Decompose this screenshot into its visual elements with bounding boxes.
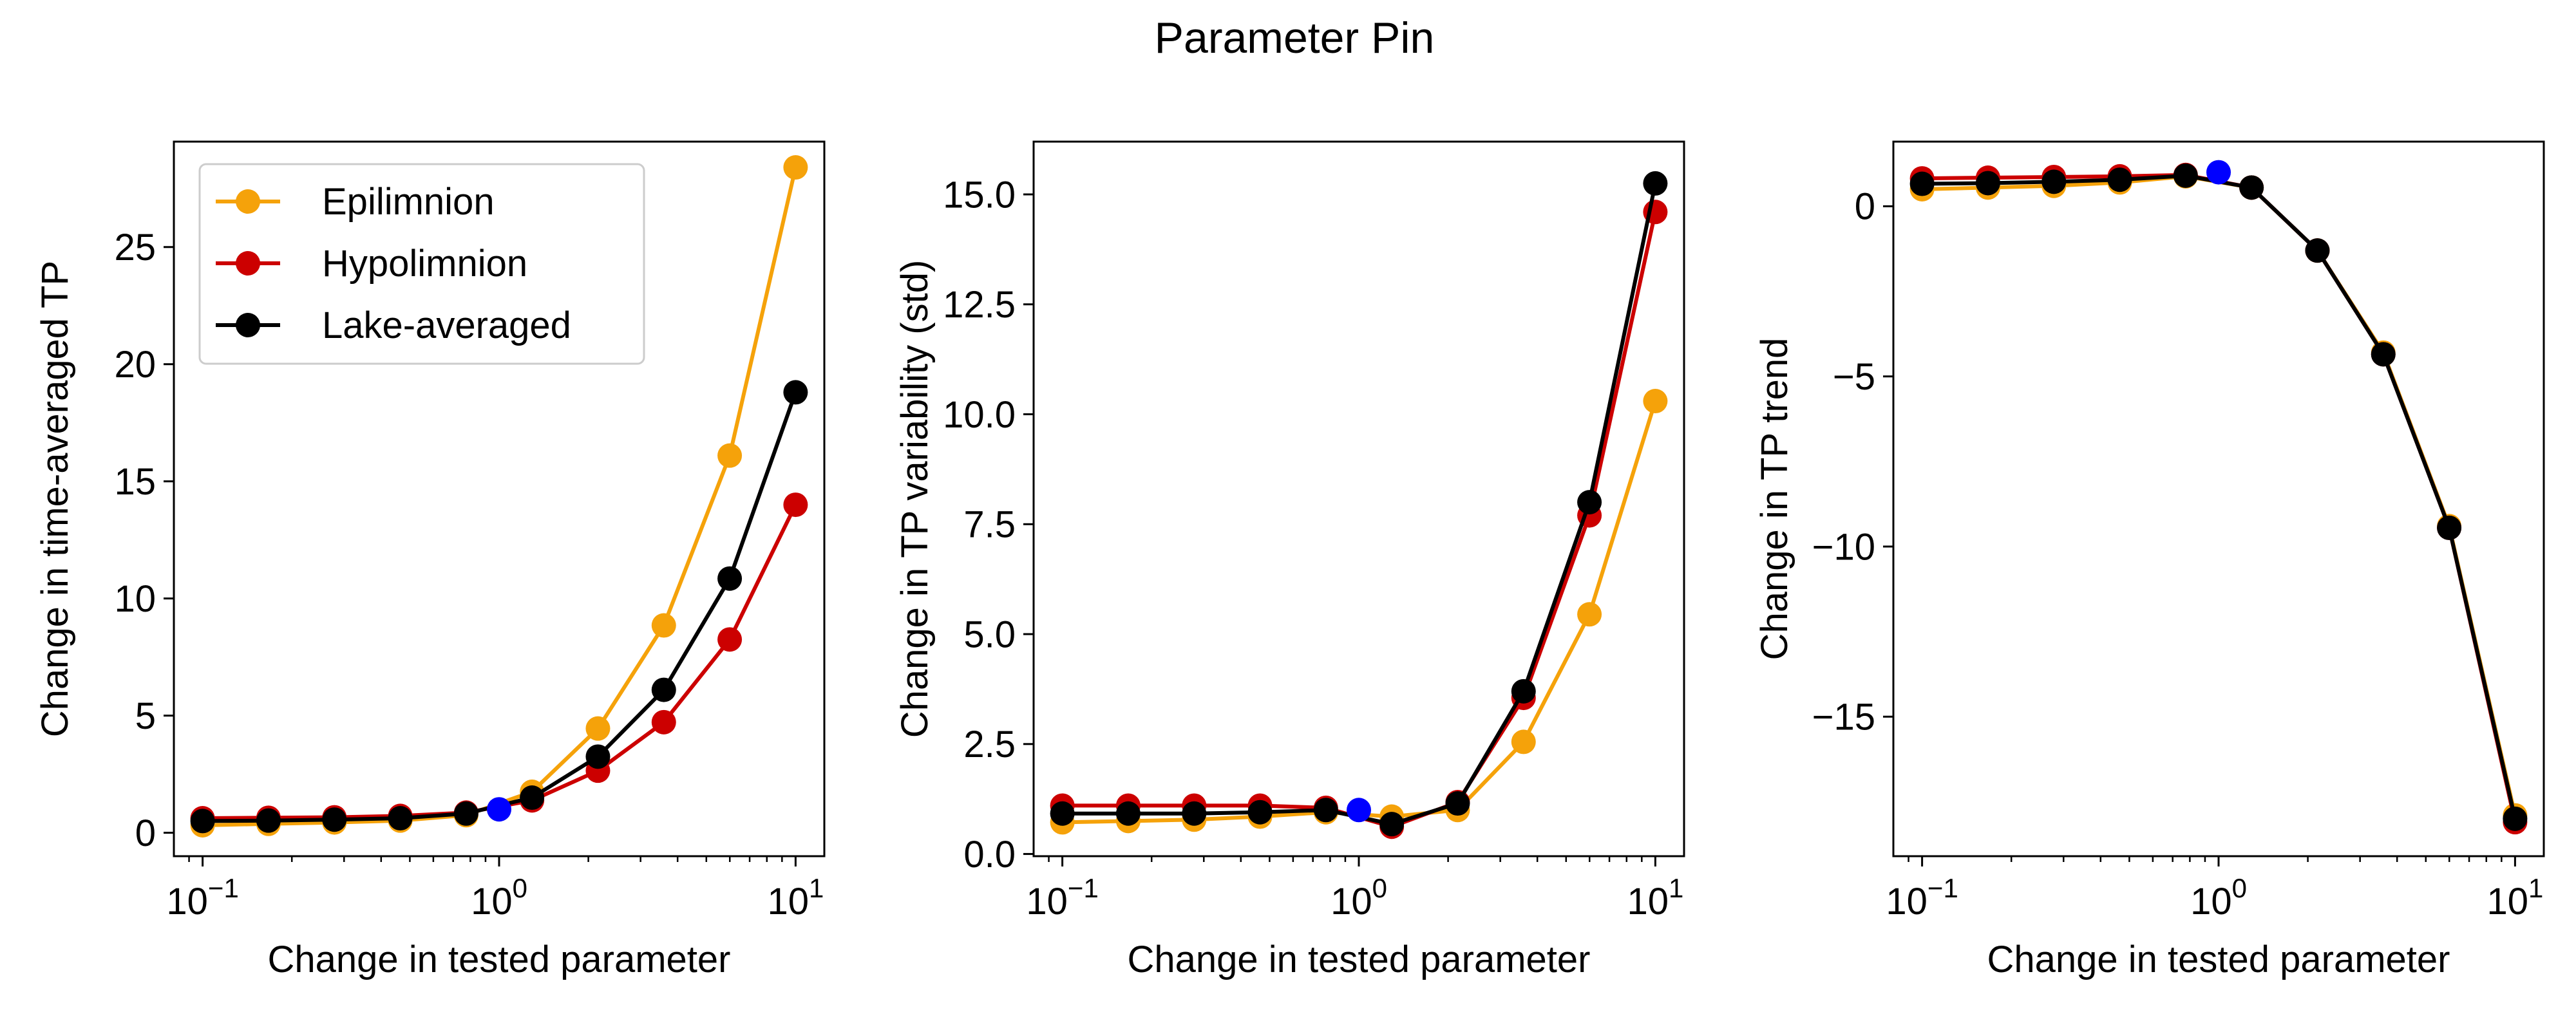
x-tick-label: 101 [1627, 873, 1683, 922]
y-tick-label: 12.5 [943, 284, 1016, 326]
y-tick-label: 10.0 [943, 394, 1016, 436]
data-point-lake-averaged [1577, 490, 1602, 515]
y-tick-label: 2.5 [963, 724, 1016, 765]
data-point-lake-averaged [388, 806, 413, 831]
legend-marker [236, 313, 260, 337]
x-tick-label: 10−1 [1026, 873, 1098, 922]
data-point-epilimnion [1511, 729, 1536, 754]
y-tick-label: 0 [1855, 186, 1875, 228]
y-tick-label: 5.0 [963, 613, 1016, 655]
data-point-lake-averaged [1379, 812, 1405, 837]
x-axis-label: Change in tested parameter [1128, 939, 1591, 980]
x-tick-label: 100 [1331, 873, 1387, 922]
legend-marker [236, 189, 260, 214]
data-point-lake-averaged [520, 785, 545, 810]
figure-title: Parameter Pin [1155, 14, 1435, 62]
data-point-hypolimnion [651, 709, 676, 735]
data-point-lake-averaged [2437, 515, 2462, 540]
chart-panel-2: 0.0 2.5 5.0 7.5 10.0 12.5 15.0 10−1 100 101 Change… [894, 140, 1685, 980]
y-tick-label: 5 [135, 695, 156, 737]
y-tick-label: −15 [1812, 697, 1875, 738]
data-point-epilimnion [717, 443, 743, 468]
y-tick-label: 10 [114, 578, 156, 620]
data-point-lake-averaged [1182, 801, 1207, 826]
y-tick-label: 15.0 [943, 174, 1016, 216]
legend: Epilimnion Hypolimnion Lake-averaged [198, 163, 645, 365]
plot-frame [1892, 140, 2545, 857]
data-point-lake-averaged [585, 744, 611, 769]
data-point-lake-averaged [1247, 800, 1273, 825]
x-axis-label: Change in tested parameter [1987, 939, 2450, 980]
data-point-lake-averaged [2371, 342, 2396, 367]
baseline-point [487, 797, 511, 822]
y-tick-label: −10 [1812, 526, 1875, 568]
y-tick-label: 0.0 [963, 834, 1016, 876]
x-axis-label: Change in tested parameter [268, 939, 731, 980]
series-line-epilimnion [1062, 400, 1658, 825]
data-point-lake-averaged [2107, 167, 2132, 192]
data-point-lake-averaged [453, 801, 478, 826]
panels: 0 5 10 15 20 25 10−1 100 101 Change in tested par… [34, 140, 2545, 980]
legend-label: Hypolimnion [322, 243, 527, 285]
data-point-epilimnion [783, 155, 808, 180]
data-point-epilimnion [585, 716, 611, 741]
data-point-lake-averaged [190, 809, 215, 834]
y-tick-label: 0 [135, 812, 156, 854]
chart-panel-1: 0 5 10 15 20 25 10−1 100 101 Change in tested par… [34, 140, 826, 980]
data-point-lake-averaged [1643, 171, 1668, 196]
baseline-point [2206, 160, 2231, 185]
data-point-lake-averaged [783, 380, 808, 405]
data-point-lake-averaged [1909, 171, 1935, 196]
data-point-epilimnion [651, 613, 676, 638]
series-line-hypolimnion [1062, 211, 1658, 829]
data-point-lake-averaged [651, 677, 676, 702]
data-point-lake-averaged [1511, 679, 1536, 704]
legend-label: Epilimnion [322, 181, 495, 223]
x-tick-label: 10−1 [1886, 873, 1958, 922]
chart-panel-3: 0 −5 −10 −15 10−1 100 101 Change in tested para… [1754, 140, 2545, 980]
data-point-lake-averaged [1975, 171, 2000, 196]
y-axis-label: Change in time-averaged TP [34, 261, 76, 737]
data-point-epilimnion [1577, 602, 1602, 627]
x-tick-label: 101 [767, 873, 824, 922]
legend-box [198, 163, 645, 365]
x-tick-label: 101 [2486, 873, 2543, 922]
y-tick-label: 7.5 [963, 504, 1016, 546]
x-tick-label: 100 [2190, 873, 2247, 922]
x-tick-label: 100 [471, 873, 527, 922]
y-axis-label: Change in TP variability (std) [894, 260, 936, 738]
data-point-lake-averaged [1313, 798, 1338, 823]
data-point-lake-averaged [2503, 806, 2528, 831]
data-point-lake-averaged [1445, 791, 1470, 816]
series-line-hypolimnion [1922, 173, 2517, 823]
series-line-lake-averaged [202, 391, 798, 823]
baseline-point [1347, 798, 1371, 823]
legend-label: Lake-averaged [322, 304, 571, 346]
y-tick-label: 20 [114, 344, 156, 386]
x-tick-label: 10−1 [166, 873, 238, 922]
y-axis-label: Change in TP trend [1754, 338, 1795, 660]
series-line-lake-averaged [1922, 173, 2517, 819]
y-tick-label: 15 [114, 461, 156, 503]
data-point-lake-averaged [256, 808, 281, 833]
data-point-lake-averaged [1115, 801, 1141, 826]
data-point-lake-averaged [717, 566, 743, 591]
data-point-lake-averaged [322, 807, 347, 832]
data-point-hypolimnion [717, 627, 743, 652]
series-line-epilimnion [1922, 174, 2517, 816]
y-tick-label: −5 [1833, 356, 1875, 398]
data-point-lake-averaged [1050, 801, 1075, 826]
data-point-lake-averaged [2239, 175, 2264, 200]
data-point-lake-averaged [2041, 169, 2067, 194]
legend-marker [236, 251, 260, 276]
y-tick-label: 25 [114, 227, 156, 268]
series-line-lake-averaged [1062, 183, 1658, 827]
series-line-hypolimnion [202, 503, 798, 820]
data-point-lake-averaged [2173, 163, 2198, 188]
data-point-hypolimnion [783, 492, 808, 518]
data-point-lake-averaged [2305, 238, 2330, 263]
data-point-epilimnion [1643, 389, 1668, 414]
